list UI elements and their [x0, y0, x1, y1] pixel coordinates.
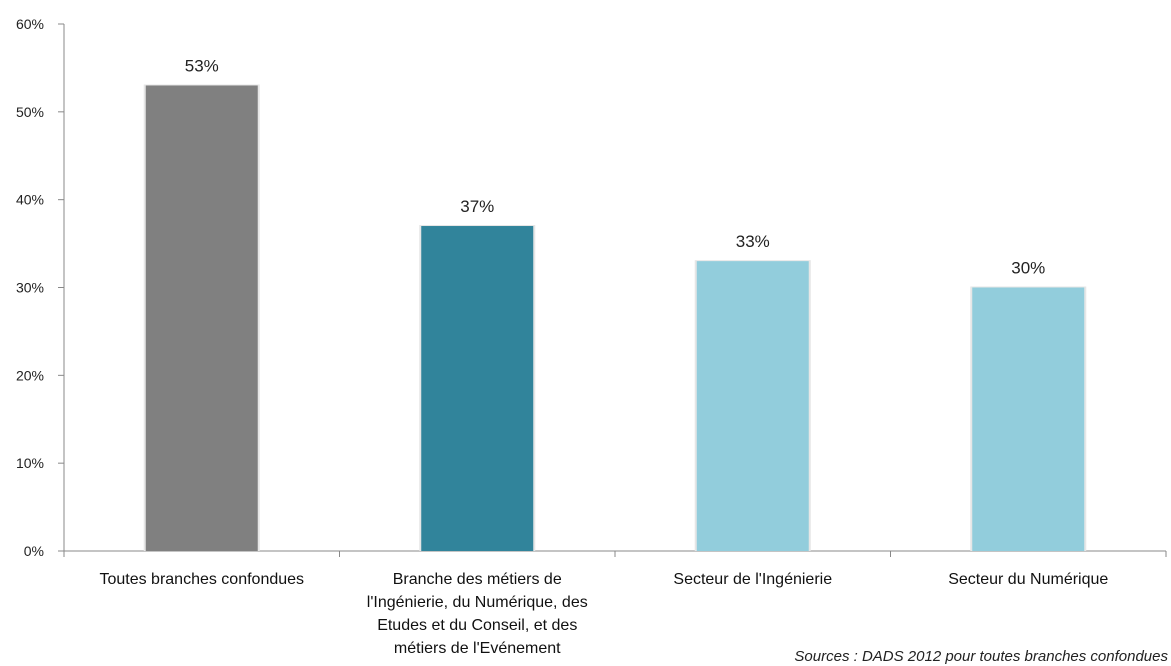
y-axis: 0% 10% 20% 30% 40% 50% 60% [16, 16, 65, 559]
bar [145, 85, 258, 551]
x-axis [63, 550, 1167, 557]
data-label: 30% [1011, 259, 1045, 278]
data-label: 33% [736, 232, 770, 251]
data-label: 37% [460, 197, 494, 216]
bar [972, 287, 1085, 551]
bar [421, 226, 534, 551]
y-tick-label: 50% [16, 104, 44, 120]
y-tick-label: 30% [16, 280, 44, 296]
source-note: Sources : DADS 2012 pour toutes branches… [794, 648, 1168, 665]
bars-group [143, 84, 1087, 551]
y-tick-label: 40% [16, 192, 44, 208]
bar [696, 261, 809, 551]
y-tick-label: 60% [16, 16, 44, 32]
data-label: 53% [185, 56, 219, 75]
category-label: Secteur de l'Ingénierie [673, 571, 832, 588]
category-label: Toutes branches confondues [99, 571, 304, 588]
category-labels-group: Toutes branches confondues Branche des mé… [99, 571, 1108, 657]
y-tick-label: 20% [16, 367, 44, 383]
category-label: Branche des métiers de l'Ingénierie, du N… [367, 571, 588, 657]
data-labels-group: 53% 37% 33% 30% [185, 56, 1046, 277]
y-tick-label: 10% [16, 455, 44, 471]
y-tick-label: 0% [24, 543, 44, 559]
category-label: Secteur du Numérique [948, 571, 1108, 588]
